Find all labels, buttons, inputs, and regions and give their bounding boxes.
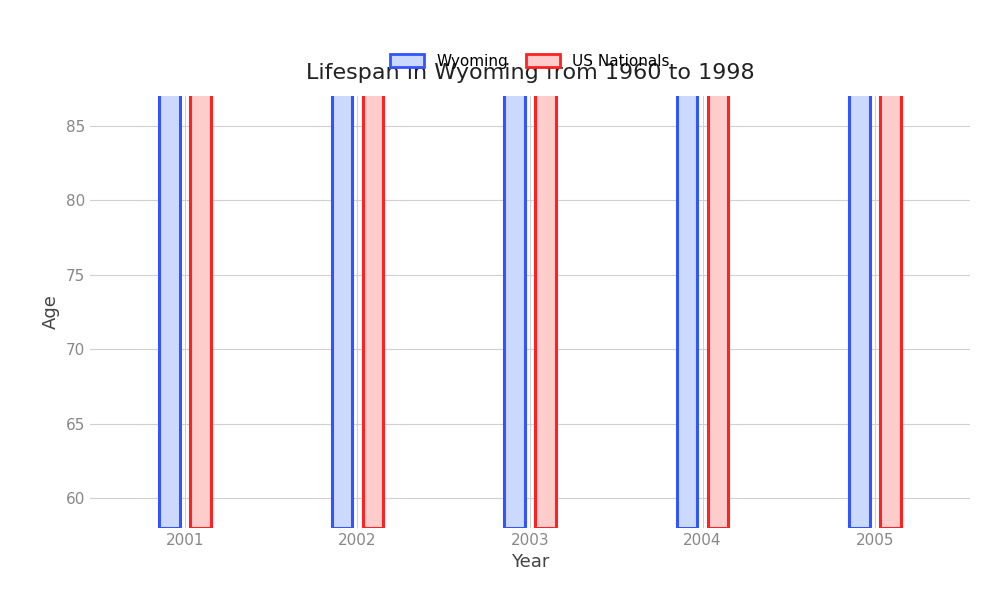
Bar <box>880 0 901 528</box>
Bar <box>190 0 211 528</box>
Bar <box>159 0 180 528</box>
Bar <box>332 0 352 528</box>
Bar <box>363 0 383 528</box>
Bar <box>677 0 697 528</box>
Bar <box>708 0 728 528</box>
Title: Lifespan in Wyoming from 1960 to 1998: Lifespan in Wyoming from 1960 to 1998 <box>306 64 754 83</box>
Bar <box>535 0 556 528</box>
Bar <box>849 0 870 528</box>
Bar <box>504 0 525 528</box>
Legend: Wyoming, US Nationals: Wyoming, US Nationals <box>384 47 676 75</box>
X-axis label: Year: Year <box>511 553 549 571</box>
Y-axis label: Age: Age <box>42 295 60 329</box>
